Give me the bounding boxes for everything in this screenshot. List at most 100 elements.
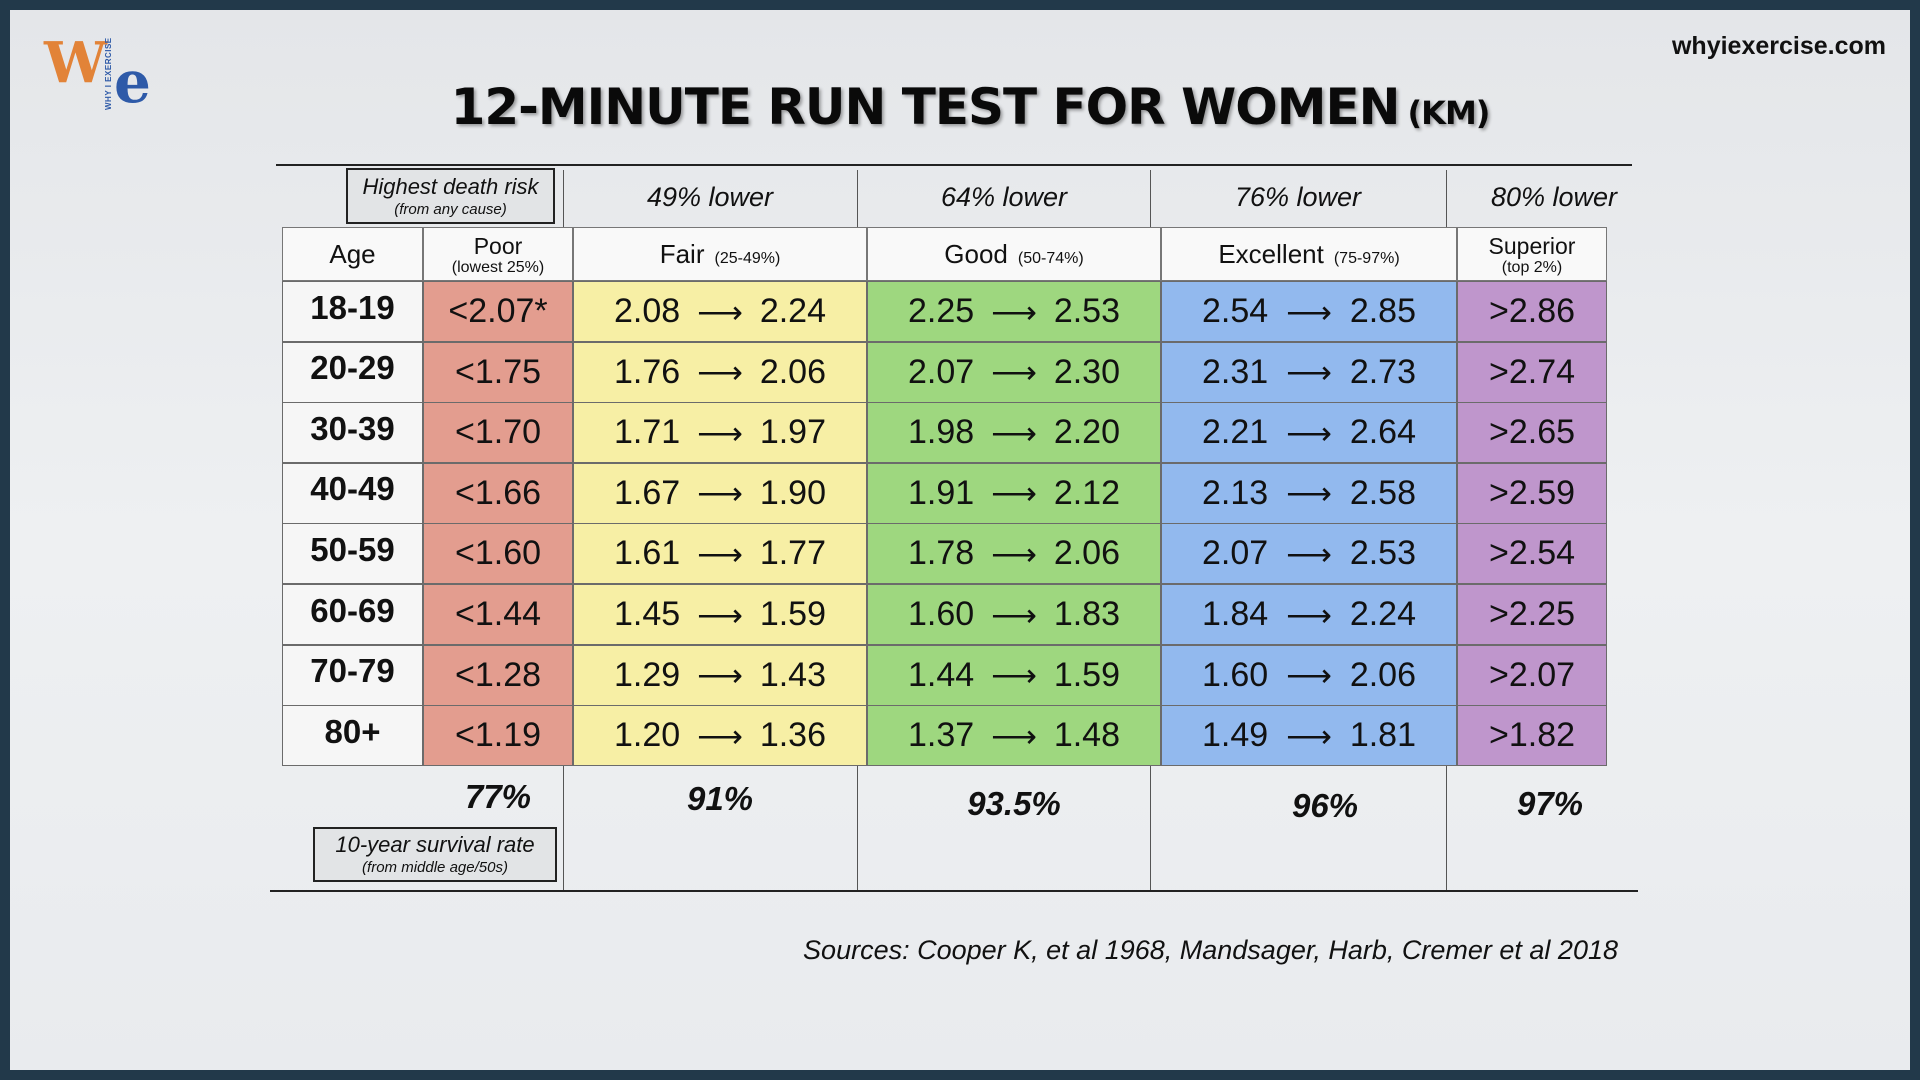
cell-excellent-40-49: 2.13 ⟶ 2.58 [1161,462,1457,524]
range-max: 2.53 [1349,534,1416,573]
arrow-right-icon: ⟶ [697,293,743,330]
arrow-right-icon: ⟶ [991,717,1037,754]
cell-superior-70-79: >2.07 [1457,644,1607,706]
arrow-right-icon: ⟶ [1286,717,1332,754]
cell-superior-30-39: >2.65 [1457,402,1607,464]
sources-citation: Sources: Cooper K, et al 1968, Mandsager… [803,935,1618,965]
cell-good-40-49: 1.91 ⟶ 2.12 [867,462,1161,524]
range-min: 2.13 [1202,473,1269,512]
cell-age-30-39: 30-39 [282,402,423,464]
arrow-right-icon: ⟶ [697,535,743,572]
arrow-right-icon: ⟶ [991,354,1037,391]
range-max: 1.36 [759,716,826,755]
arrow-right-icon: ⟶ [1286,414,1332,451]
range-min: 1.76 [614,352,681,391]
cell-fair-80+: 1.20 ⟶ 1.36 [573,705,867,767]
cell-poor-50-59: <1.60 [423,523,573,585]
survival-rate-good: 93.5% [967,785,1061,822]
header-fair: Fair (25-49%) [573,227,867,281]
arrow-right-icon: ⟶ [991,293,1037,330]
risk-label-main: Highest death risk [362,174,539,199]
cell-superior-60-69: >2.25 [1457,584,1607,645]
range-max: 2.06 [1349,655,1416,694]
range-max: 2.06 [759,352,826,391]
why-i-exercise-logo: W e WHY I EXERCISE [44,30,164,116]
cell-excellent-18-19: 2.54 ⟶ 2.85 [1161,281,1457,342]
cell-fair-40-49: 1.67 ⟶ 1.90 [573,462,867,524]
header-superior: Superior (top 2%) [1457,227,1607,281]
header-good-range: (50-74%) [1017,249,1084,267]
cell-poor-40-49: <1.66 [423,462,573,524]
range-min: 2.54 [1202,292,1269,330]
cell-superior-20-29: >2.74 [1457,341,1607,403]
cell-fair-50-59: 1.61 ⟶ 1.77 [573,523,867,585]
range-max: 1.97 [759,413,826,452]
cell-poor-20-29: <1.75 [423,341,573,403]
range-max: 1.59 [1053,655,1120,694]
range-max: 2.12 [1053,473,1120,512]
cell-superior-80+: >1.82 [1457,705,1607,767]
arrow-right-icon: ⟶ [1286,293,1332,330]
range-min: 1.91 [908,473,975,512]
range-max: 2.06 [1053,534,1120,573]
cell-good-20-29: 2.07 ⟶ 2.30 [867,341,1161,403]
cell-age-50-59: 50-59 [282,523,423,585]
cell-poor-70-79: <1.28 [423,644,573,706]
range-max: 1.81 [1349,716,1416,755]
arrow-right-icon: ⟶ [697,354,743,391]
header-excellent: Excellent (75-97%) [1161,227,1457,281]
site-url: whyiexercise.com [1671,32,1886,60]
header-excellent-range: (75-97%) [1333,249,1400,267]
arrow-right-icon: ⟶ [697,717,743,754]
range-min: 2.08 [614,292,681,330]
arrow-right-icon: ⟶ [1286,596,1332,633]
title-main: 12-MINUTE RUN TEST FOR WOMEN [450,78,1401,136]
range-max: 2.30 [1053,352,1120,391]
cell-poor-18-19: <2.07* [423,281,573,342]
range-min: 1.78 [908,534,975,573]
arrow-right-icon: ⟶ [991,535,1037,572]
risk-reduction-excellent: 76% lower [1234,182,1362,212]
arrow-right-icon: ⟶ [1286,657,1332,694]
cell-age-18-19: 18-19 [282,281,423,342]
cell-poor-80+: <1.19 [423,705,573,767]
range-max: 2.85 [1349,292,1416,330]
range-min: 1.67 [614,473,681,512]
range-max: 1.59 [759,595,826,633]
cell-fair-18-19: 2.08 ⟶ 2.24 [573,281,867,342]
range-min: 1.44 [908,655,975,694]
range-min: 1.29 [614,655,681,694]
arrow-right-icon: ⟶ [1286,475,1332,512]
arrow-right-icon: ⟶ [991,414,1037,451]
survival-label-sub: (from middle age/50s) [362,859,508,876]
cell-good-60-69: 1.60 ⟶ 1.83 [867,584,1161,645]
range-min: 1.61 [614,534,681,573]
cell-age-60-69: 60-69 [282,584,423,645]
arrow-right-icon: ⟶ [991,475,1037,512]
risk-reduction-fair: 49% lower [646,182,774,212]
title-unit: (KM) [1407,94,1491,132]
cell-fair-20-29: 1.76 ⟶ 2.06 [573,341,867,403]
header-superior-name: Superior [1488,232,1576,259]
range-min: 1.37 [908,716,975,755]
range-min: 1.20 [614,716,681,755]
survival-rate-label: 10-year survival rate (from middle age/5… [313,827,557,882]
range-min: 1.60 [908,595,975,633]
arrow-right-icon: ⟶ [697,414,743,451]
logo-letter-w: W [44,30,107,96]
header-poor-sub: (lowest 25%) [451,258,545,276]
header-excellent-name: Excellent [1218,238,1324,269]
survival-rate-poor: 77% [464,778,532,815]
cell-fair-60-69: 1.45 ⟶ 1.59 [573,584,867,645]
cell-poor-30-39: <1.70 [423,402,573,464]
header-age: Age [282,227,423,281]
cell-superior-40-49: >2.59 [1457,462,1607,524]
survival-rate-excellent: 96% [1291,787,1359,824]
range-min: 1.60 [1202,655,1269,694]
range-min: 1.45 [614,595,681,633]
cell-poor-60-69: <1.44 [423,584,573,645]
range-min: 2.07 [1202,534,1269,573]
header-good-name: Good [944,238,1008,269]
range-max: 2.20 [1053,413,1120,452]
table-bottom-rule [270,890,1638,892]
